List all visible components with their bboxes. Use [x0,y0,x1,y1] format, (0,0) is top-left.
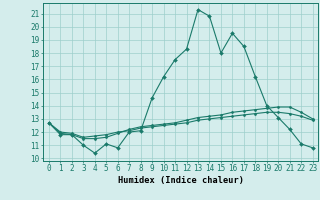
X-axis label: Humidex (Indice chaleur): Humidex (Indice chaleur) [118,176,244,185]
